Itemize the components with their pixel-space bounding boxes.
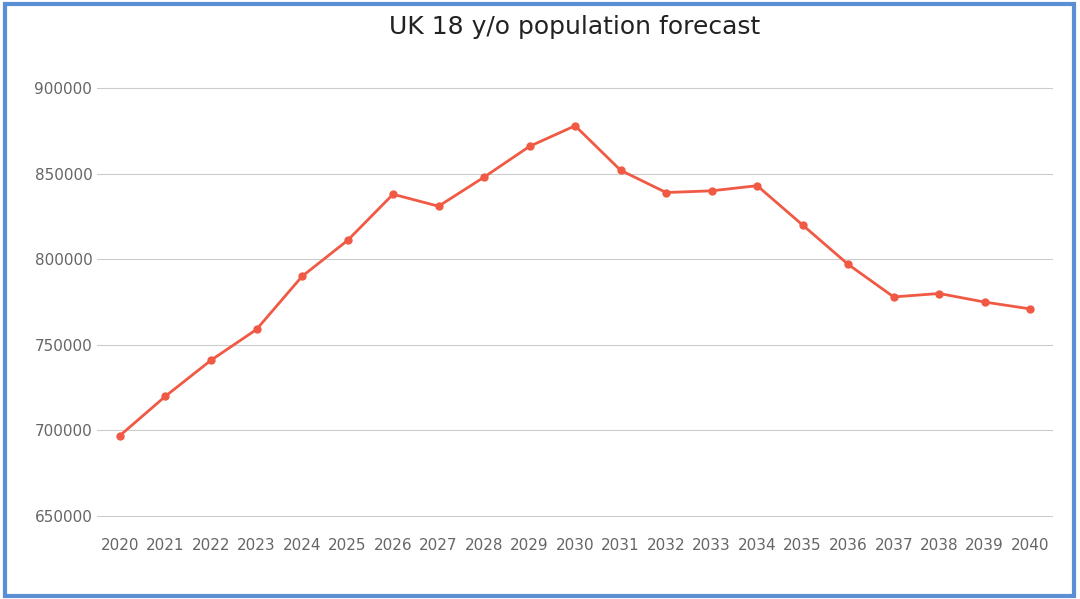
- Title: UK 18 y/o population forecast: UK 18 y/o population forecast: [390, 16, 760, 40]
